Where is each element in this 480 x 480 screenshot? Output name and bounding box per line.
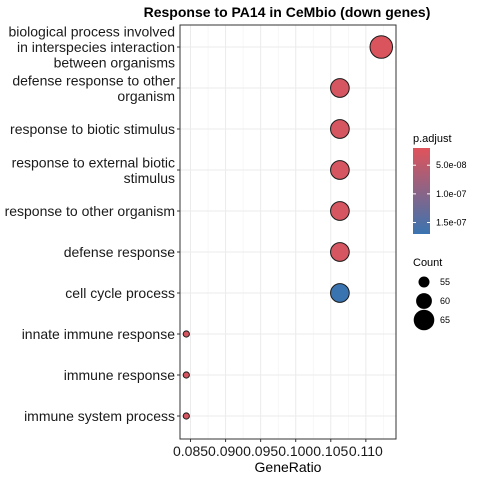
size-legend: Count 55 60 65 <box>413 257 450 331</box>
x-tick-label: 0.105 <box>313 443 348 459</box>
data-point <box>182 412 190 420</box>
y-tick-label: cell cycle process <box>65 285 175 301</box>
color-legend-ticks: 5.0e-08 1.0e-07 1.5e-07 <box>413 160 467 228</box>
plot-border <box>179 24 397 440</box>
size-legend-items: 55 60 65 <box>413 276 450 331</box>
y-tick-label: innate immune response <box>22 326 176 342</box>
size-legend-label: 65 <box>440 315 450 325</box>
data-point <box>330 283 350 303</box>
y-tick-label: defense response to other <box>12 72 175 88</box>
size-legend-dot <box>416 293 432 309</box>
y-tick-label: in interspecies interaction <box>17 39 175 55</box>
color-legend-tick-label: 5.0e-08 <box>436 160 467 170</box>
x-tick-label: 0.085 <box>173 443 208 459</box>
y-tick-label: response to biotic stimulus <box>10 121 175 137</box>
color-legend: p.adjust 5.0e-08 1.0e-07 1.5e-07 <box>413 133 467 234</box>
y-tick-label: defense response <box>64 244 176 260</box>
color-legend-tick-label: 1.0e-07 <box>436 189 467 199</box>
x-tick-label: 0.110 <box>349 443 383 459</box>
size-legend-label: 55 <box>440 277 450 287</box>
x-axis-label: GeneRatio <box>255 459 322 475</box>
size-legend-title: Count <box>413 257 442 269</box>
data-point <box>182 371 190 379</box>
chart-title: Response to PA14 in CeMbio (down genes) <box>144 4 431 20</box>
y-tick-label: response to external biotic <box>12 154 175 170</box>
size-legend-dot <box>413 309 435 331</box>
x-tick-label: 0.100 <box>278 443 313 459</box>
plot-background <box>180 25 396 439</box>
color-legend-title: p.adjust <box>413 133 452 145</box>
data-point <box>330 201 350 221</box>
x-tick-label: 0.090 <box>208 443 243 459</box>
y-tick-label: between organisms <box>54 55 175 71</box>
x-axis: 0.085 0.090 0.095 0.100 0.105 0.110 <box>173 439 383 459</box>
grid-lines <box>180 25 396 439</box>
data-point <box>330 160 350 180</box>
y-tick-label: organism <box>117 88 175 104</box>
data-points <box>182 35 394 420</box>
data-point <box>330 242 350 262</box>
y-tick-label: immune response <box>64 367 175 383</box>
y-tick-label: stimulus <box>124 170 175 186</box>
x-tick-label: 0.095 <box>243 443 278 459</box>
y-tick-label: biological process involved <box>8 24 175 40</box>
data-point <box>182 330 190 338</box>
y-tick-label: response to other organism <box>5 203 175 219</box>
data-point <box>330 119 350 139</box>
data-point <box>330 78 350 98</box>
color-legend-bar <box>413 148 430 234</box>
color-legend-tick-label: 1.5e-07 <box>436 218 467 228</box>
size-legend-label: 60 <box>440 296 450 306</box>
data-point <box>369 35 394 59</box>
size-legend-dot <box>418 276 430 288</box>
y-tick-label: immune system process <box>24 408 175 424</box>
